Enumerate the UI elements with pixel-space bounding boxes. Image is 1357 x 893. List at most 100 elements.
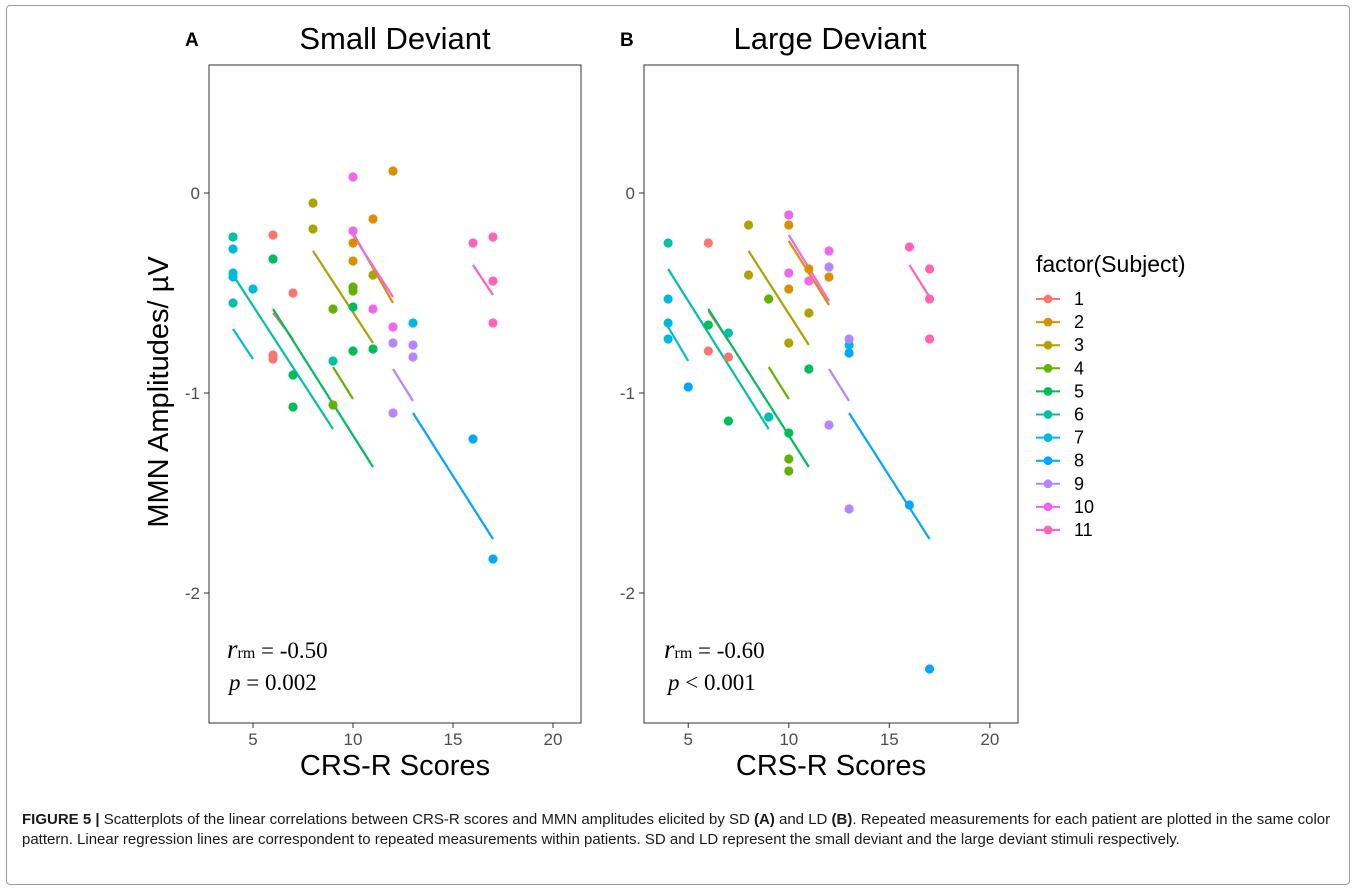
caption-text-2: and LD [774,811,832,828]
caption-text-1: Scatterplots of the linear correlations … [99,811,754,828]
x-tick-label: 10 [344,730,363,749]
data-point-subject-6 [663,238,673,248]
stat-p-b: p < 0.001 [666,670,756,695]
data-point-subject-4 [348,286,358,296]
regression-line-subject-10 [352,234,394,298]
data-point-subject-6 [228,298,238,308]
legend-label-1: 1 [1074,289,1084,309]
data-point-subject-10 [368,304,378,314]
x-ticks-a: 5 10 15 20 [248,723,562,749]
figure-caption: FIGURE 5 | Scatterplots of the linear co… [22,810,1332,850]
data-point-subject-2 [348,256,358,266]
data-point-subject-4 [328,400,338,410]
data-point-subject-5 [723,416,734,426]
data-point-subject-8 [683,382,693,392]
data-point-subject-4 [784,454,794,464]
figure-border [6,5,1350,885]
legend-key-point-6 [1043,410,1053,419]
legend-label-7: 7 [1074,428,1084,448]
data-point-subject-7 [228,244,238,254]
data-point-subject-6 [723,328,734,338]
legend-label-2: 2 [1074,312,1084,332]
data-point-subject-4 [328,304,338,314]
data-point-subject-5 [288,370,298,380]
panel-large-deviant: B Large Deviant 0 -1 -2 5 10 15 20 CRS-R Scor… [620,21,1019,782]
y-ticks-b: 0 -1 -2 [620,184,644,603]
data-point-subject-2 [368,214,378,224]
x-tick-label: 15 [880,730,899,749]
data-point-subject-9 [388,408,398,418]
legend-key-point-3 [1043,340,1053,350]
panel-letter-a: A [185,30,199,51]
regression-line-subject-6 [232,274,334,430]
regression-line-subject-11 [908,264,931,298]
panel-frame-b [643,64,1019,724]
legend: factor(Subject) 1 2 3 4 5 6 7 8 9 10 11 [1036,251,1186,540]
data-point-subject-4 [784,466,794,476]
y-tick-label: -1 [620,384,635,403]
x-tick-label: 15 [444,730,463,749]
data-point-subject-7 [248,284,258,294]
data-point-subject-8 [844,348,854,358]
data-point-subject-5 [348,346,358,356]
data-point-subject-3 [743,270,754,280]
x-tick-label: 20 [980,730,999,749]
stat-r-value-b: = -0.60 [692,638,764,663]
x-tick-label: 20 [544,730,563,749]
y-ticks-a: 0 -1 -2 [185,184,209,603]
stat-r-sub-b: rm [675,645,693,662]
data-point-subject-5 [348,302,358,312]
data-point-subject-9 [388,338,398,348]
stat-p-a: p = 0.002 [227,670,317,695]
panel-title-large-deviant: Large Deviant [733,21,926,56]
caption-text-3: . Repeated measurements for each patient… [22,811,1331,848]
panel-title-small-deviant: Small Deviant [299,21,491,56]
regression-lines-a [232,232,494,540]
regression-line-subject-5 [272,308,374,468]
regression-line-subject-11 [472,264,494,296]
legend-label-10: 10 [1074,497,1094,517]
data-point-subject-9 [844,334,854,344]
stat-p-symbol-b: p [666,670,680,695]
data-point-subject-1 [703,346,713,356]
data-point-subject-5 [784,428,794,438]
regression-line-subject-8 [848,412,931,540]
legend-key-point-11 [1043,525,1053,535]
regression-line-subject-3 [312,250,374,344]
regression-line-subject-9 [828,368,851,402]
legend-label-3: 3 [1074,335,1084,355]
x-ticks-b: 5 10 15 20 [684,723,999,749]
legend-key-point-5 [1043,387,1053,396]
x-tick-label: 5 [684,730,693,749]
data-point-subject-1 [288,288,298,298]
y-tick-label: -2 [620,584,635,603]
regression-line-subject-7 [667,326,690,362]
data-point-subject-1 [703,238,713,248]
legend-label-9: 9 [1074,474,1084,494]
data-point-subject-11 [904,242,915,252]
data-point-subject-2 [388,166,398,176]
y-axis-title: MMN Amplitudes/ µV [143,256,175,528]
legend-label-8: 8 [1074,451,1084,471]
caption-lead: FIGURE 5 | [22,811,100,828]
data-point-subject-7 [408,318,418,328]
caption-ref-a: (A) [754,811,775,828]
data-point-subject-10 [348,172,358,182]
data-point-subject-11 [924,334,935,344]
stat-r-symbol-a: r [227,634,238,664]
data-point-subject-9 [408,340,418,350]
data-point-subject-2 [784,284,794,294]
data-point-subject-6 [328,356,338,366]
data-point-subject-1 [723,352,734,362]
regression-line-subject-5 [707,308,810,468]
data-point-subject-3 [804,308,814,318]
stat-p-value-b: < 0.001 [680,670,756,695]
data-point-subject-1 [268,230,278,240]
data-point-subject-5 [703,320,713,330]
x-tick-label: 5 [248,730,257,749]
data-point-subject-2 [784,220,794,230]
data-point-subject-10 [784,268,794,278]
data-point-subject-5 [268,254,278,264]
data-point-subject-6 [764,412,774,422]
regression-line-subject-9 [392,368,414,402]
